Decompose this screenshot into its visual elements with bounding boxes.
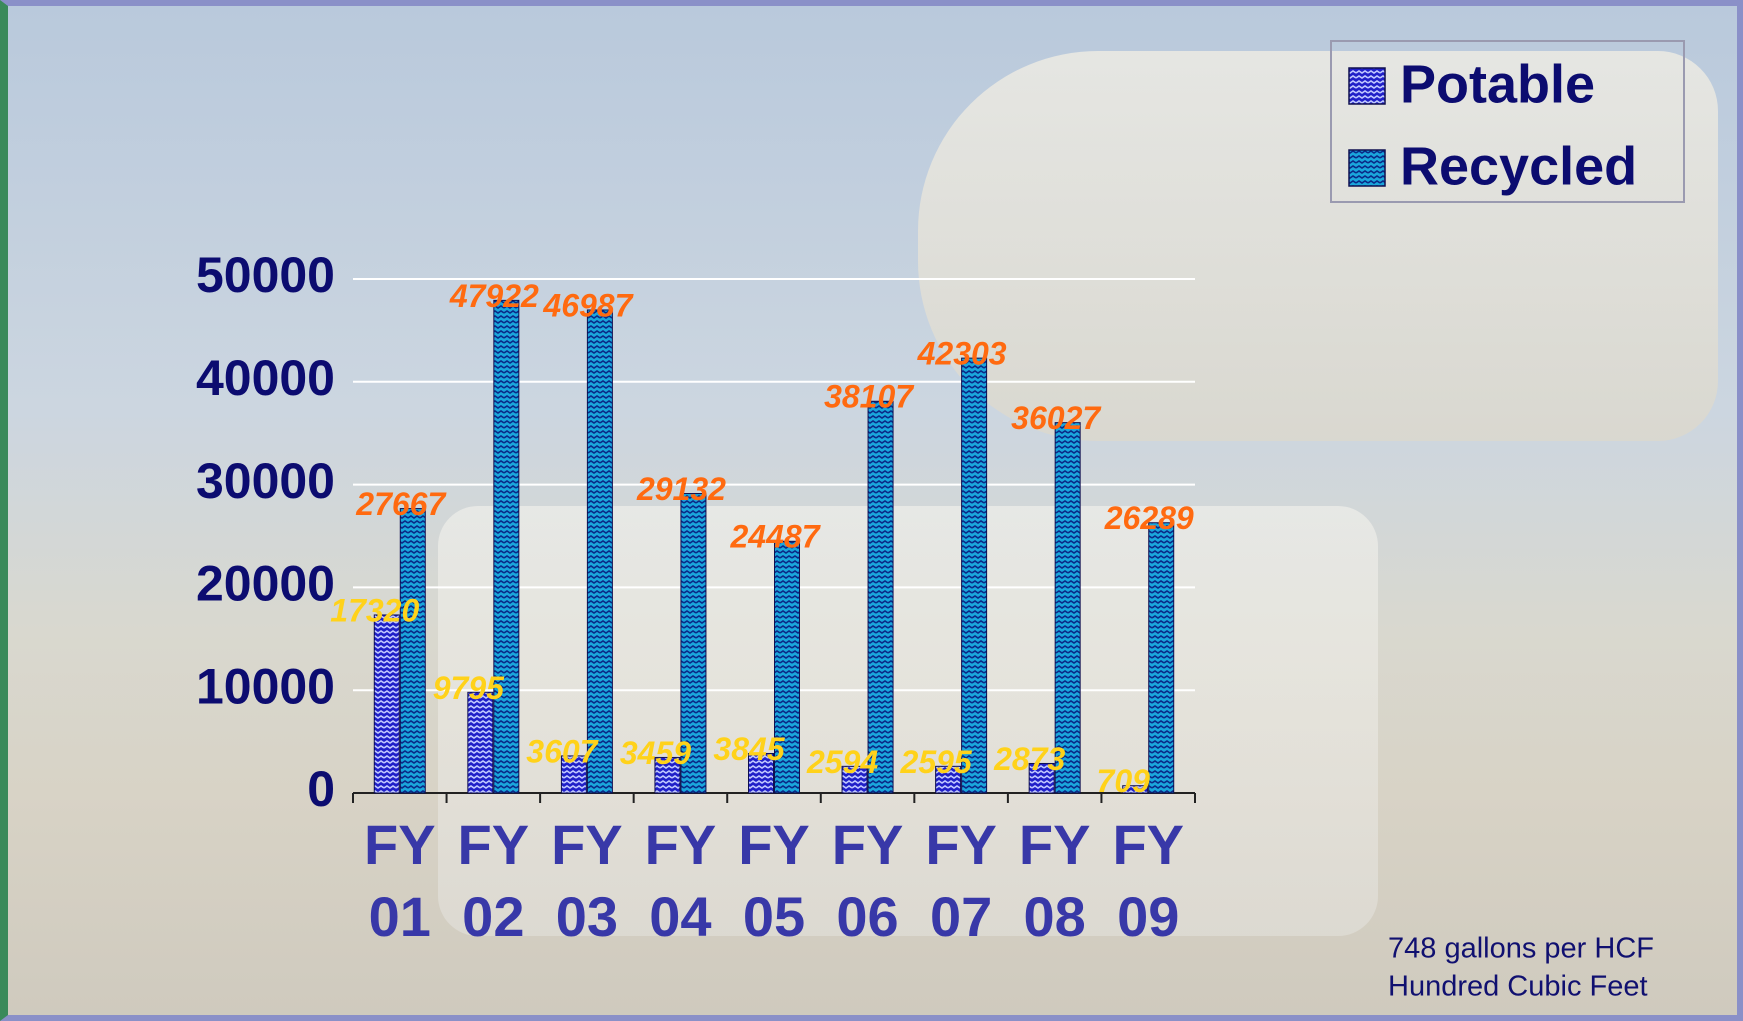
bar	[467, 691, 494, 794]
bar	[493, 299, 520, 794]
x-tick-label: FY 08	[1018, 813, 1091, 948]
x-tick-label: FY 01	[363, 813, 436, 948]
y-tick-label: 10000	[196, 658, 335, 714]
bar	[867, 400, 894, 794]
bar	[680, 493, 707, 794]
bar	[1122, 785, 1149, 794]
legend-swatch	[1348, 149, 1386, 187]
value-label: 26289	[1104, 500, 1194, 536]
bar	[774, 540, 800, 794]
x-tick-label: FY 04	[644, 813, 717, 948]
value-label: 17320	[330, 592, 419, 628]
bar	[1054, 422, 1081, 794]
bar	[961, 357, 988, 794]
value-label: 47922	[449, 278, 539, 314]
bar	[586, 309, 613, 794]
legend-box	[1330, 40, 1685, 203]
value-label: 46987	[542, 287, 634, 323]
legend-label: Recycled	[1400, 136, 1637, 196]
bar	[1148, 522, 1175, 794]
legend-label: Potable	[1400, 54, 1595, 114]
bar	[841, 765, 868, 794]
photo-tank	[918, 51, 1718, 441]
note: 748 gallons per HCF	[1388, 933, 1654, 965]
x-tick-label: FY 03	[551, 813, 623, 948]
bar	[935, 765, 962, 794]
x-tick-label: FY 02	[457, 813, 530, 948]
value-label: 38107	[824, 379, 915, 415]
bar	[399, 508, 426, 794]
value-label: 2873	[993, 741, 1065, 777]
y-tick-label: 30000	[196, 453, 335, 509]
x-tick-label: FY 06	[831, 813, 904, 948]
bar	[748, 752, 774, 794]
value-label: 27667	[355, 486, 447, 522]
x-tick-label: FY 05	[738, 813, 810, 948]
value-label: 2595	[900, 744, 973, 780]
value-label: 36027	[1011, 400, 1102, 436]
y-tick-label: 0	[307, 761, 335, 817]
bar	[373, 614, 400, 794]
value-label: 3459	[620, 735, 691, 771]
note: Hundred Cubic Feet	[1388, 971, 1648, 1003]
value-label: 3607	[526, 733, 599, 769]
value-label: 709	[1097, 763, 1151, 799]
bar	[560, 755, 587, 794]
x-tick-label: FY 07	[925, 813, 997, 948]
y-tick-label: 20000	[196, 556, 335, 612]
bar	[654, 756, 681, 794]
x-tick-label: FY 09	[1112, 813, 1184, 948]
y-tick-label: 40000	[196, 350, 335, 406]
bar	[1028, 762, 1055, 794]
value-label: 24487	[730, 519, 822, 555]
value-label: 2594	[806, 744, 878, 780]
value-label: 3845	[713, 731, 785, 767]
value-label: 29132	[636, 471, 726, 507]
y-tick-label: 50000	[196, 247, 335, 303]
value-label: 42303	[917, 336, 1007, 372]
value-label: 9795	[433, 670, 505, 706]
legend-swatch	[1348, 67, 1386, 105]
